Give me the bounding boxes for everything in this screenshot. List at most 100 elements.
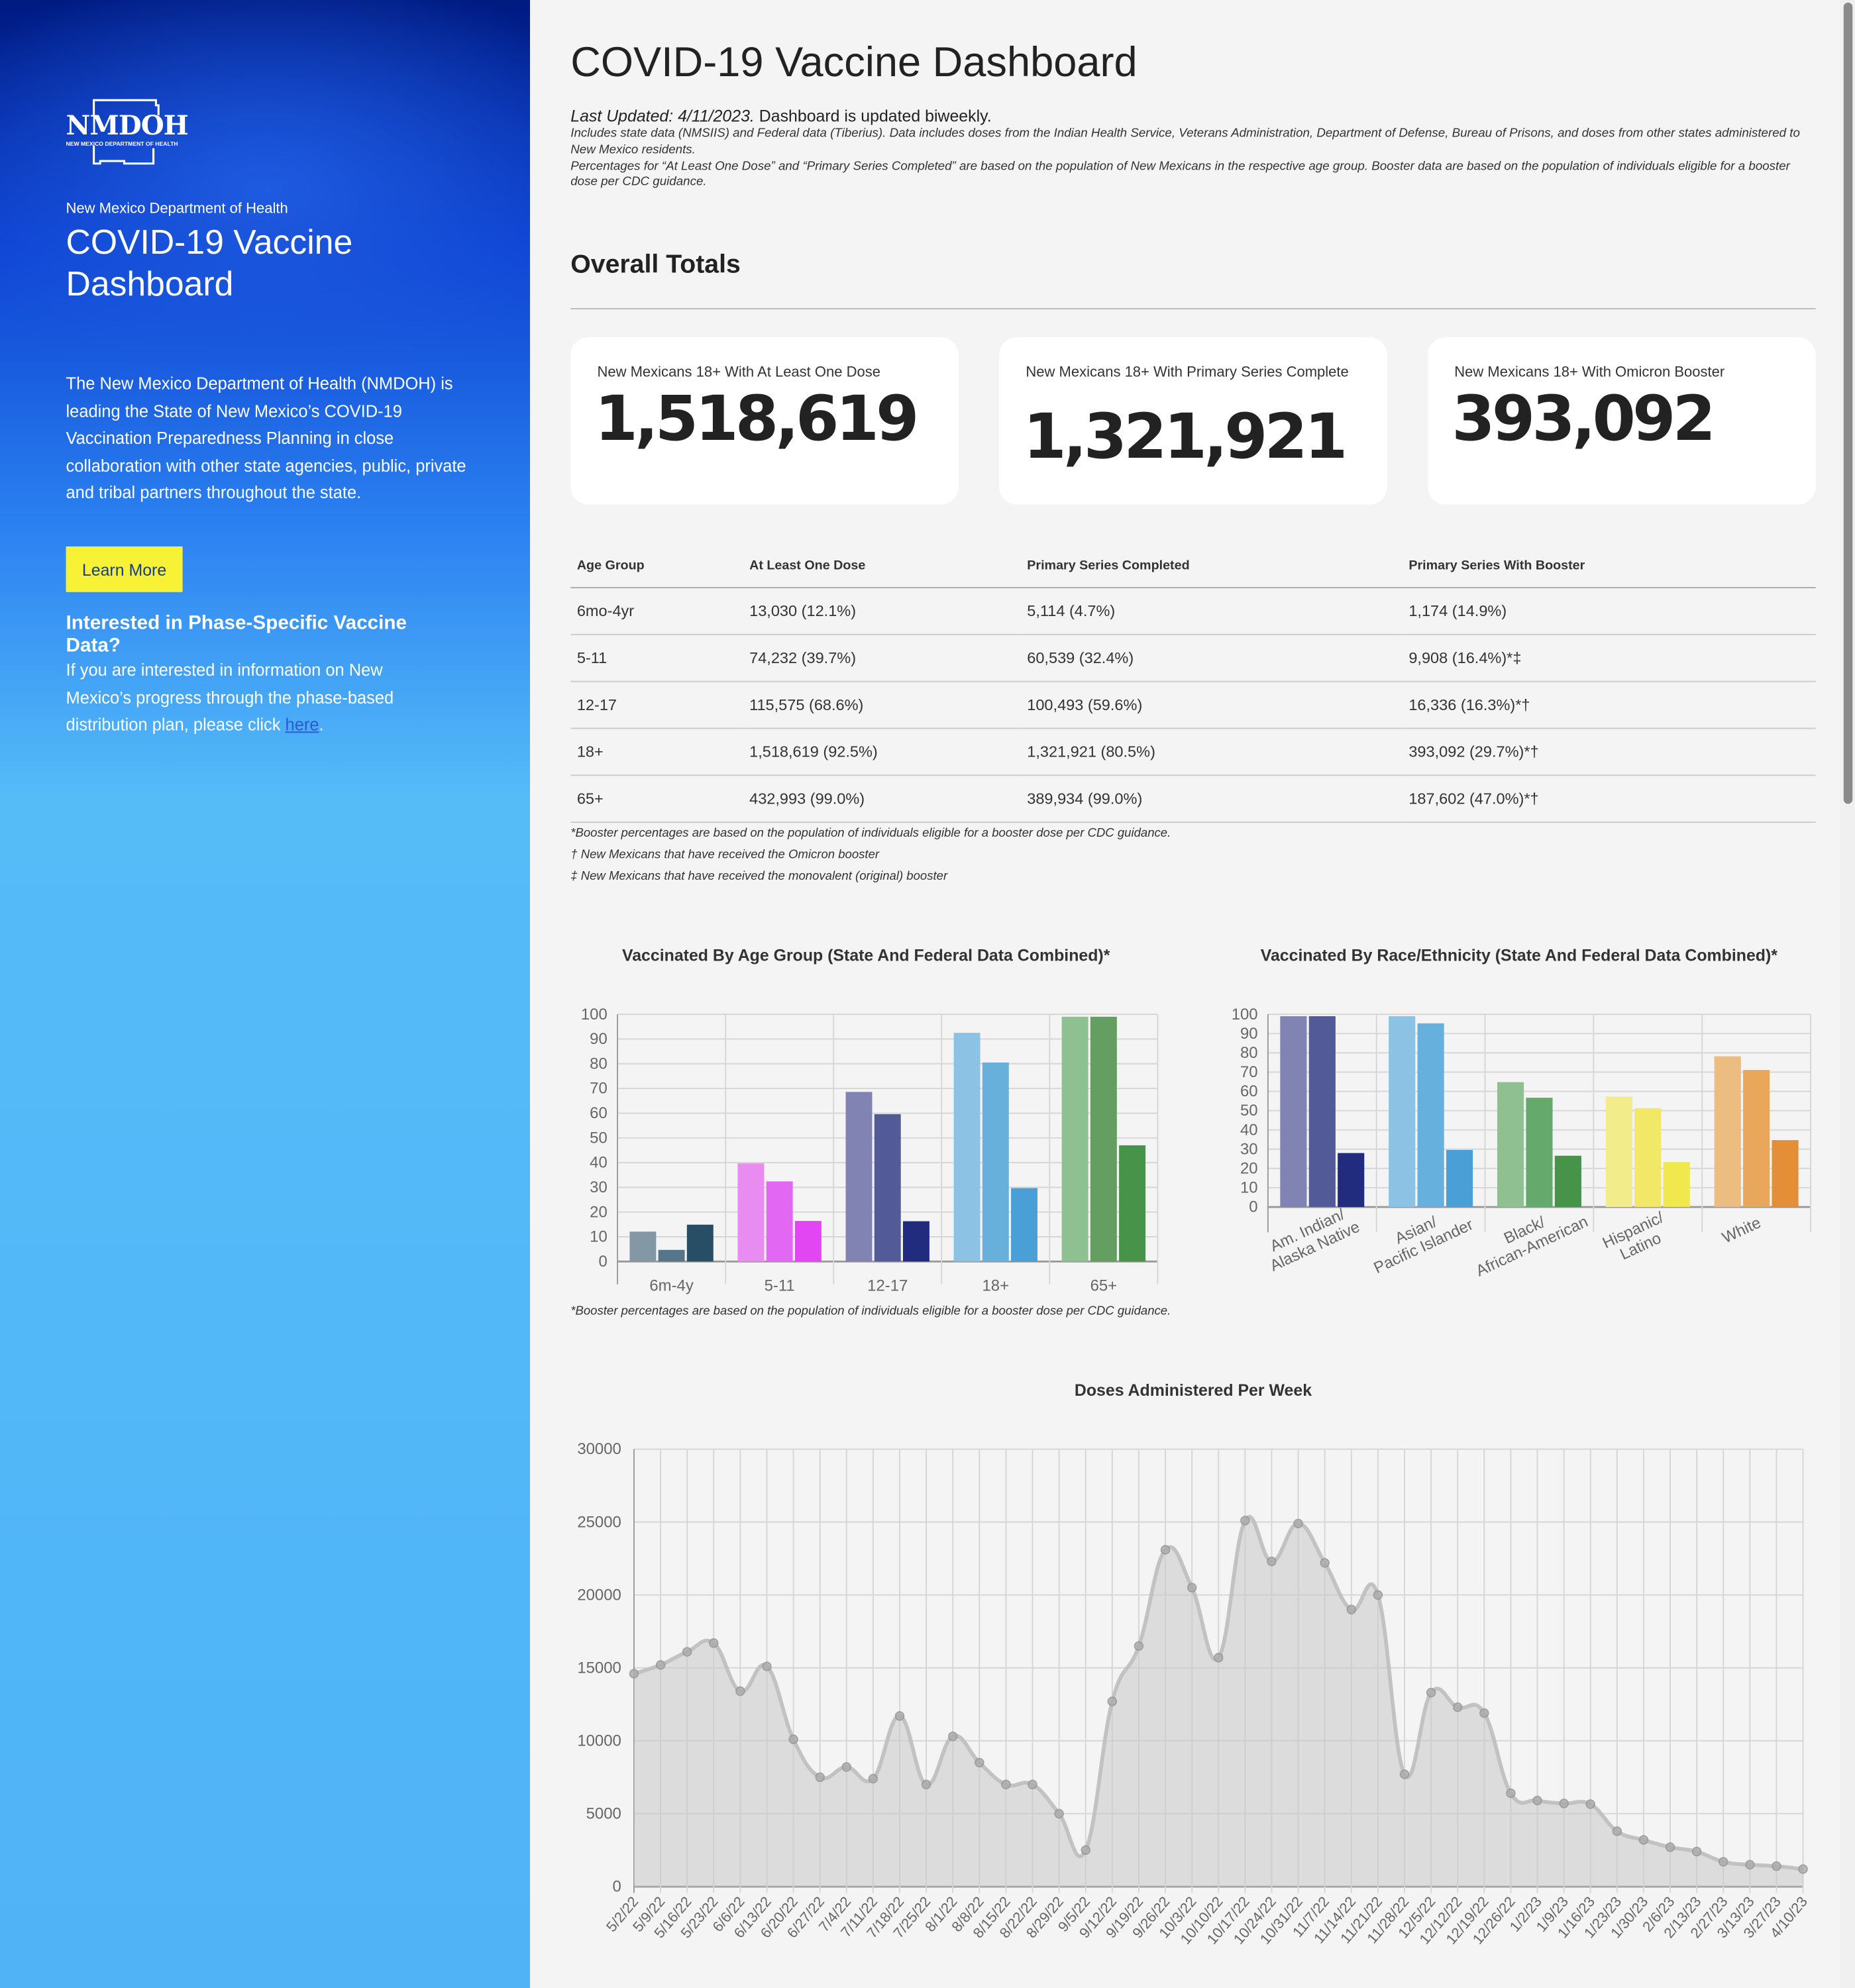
- y-tick-label: 20: [1240, 1160, 1258, 1178]
- sidebar: NMDOH NEW MEXICO DEPARTMENT OF HEALTH Ne…: [0, 0, 531, 1988]
- y-tick-label: 40: [1240, 1121, 1258, 1139]
- table-cell: 115,575 (68.6%): [743, 681, 1021, 729]
- sidebar-title: COVID-19 Vaccine Dashboard: [66, 223, 353, 303]
- data-point: [1399, 1769, 1410, 1779]
- bar-primary-series-with-booster: [1663, 1162, 1690, 1208]
- bar-primary-series-completed: [1526, 1098, 1553, 1208]
- phase-heading: Interested in Phase-Specific Vaccine Dat…: [66, 612, 407, 657]
- new-mexico-outline-icon: [93, 99, 160, 165]
- age-group-bar-chart: 0 10 20 30 40 50 60 70 80 90 100 6m-4y 5-11 12-17 18+ 6…: [581, 1006, 1159, 1294]
- bar-primary-series-completed: [982, 1062, 1009, 1262]
- table-cell: 5,114 (4.7%): [1020, 588, 1403, 635]
- age-group-table: Age Group At Least One Dose Primary Seri…: [570, 545, 1816, 823]
- data-point: [921, 1779, 931, 1790]
- scrollbar-thumb[interactable]: [1843, 2, 1853, 804]
- data-point: [1612, 1826, 1622, 1836]
- table-cell: 393,092 (29.7%)*†: [1402, 728, 1816, 776]
- y-tick-label: 15000: [577, 1659, 621, 1677]
- y-tick-label: 30: [590, 1178, 608, 1196]
- table-cell: 432,993 (99.0%): [743, 775, 1021, 823]
- data-point: [1213, 1653, 1224, 1663]
- bar-primary-series-with-booster: [1119, 1145, 1146, 1262]
- bar-primary-series-completed: [1090, 1016, 1117, 1262]
- x-tick-label-group: White: [1719, 1214, 1764, 1247]
- y-tick-label: 60: [590, 1104, 608, 1122]
- data-point: [1691, 1846, 1702, 1857]
- learn-more-button[interactable]: Learn More: [66, 546, 183, 592]
- nmdoh-logo[interactable]: NMDOH NEW MEXICO DEPARTMENT OF HEALTH: [66, 99, 189, 167]
- card-label: New Mexicans 18+ With At Least One Dose: [597, 365, 881, 381]
- table-row: 12-17 115,575 (68.6%) 100,493 (59.6%) 16,33…: [570, 681, 1816, 729]
- data-note-percentages: Percentages for “At Least One Dose” and …: [570, 159, 1790, 189]
- logo-text: NMDOH: [66, 109, 189, 141]
- bar-primary-series-completed: [766, 1181, 793, 1262]
- table-cell: 1,321,921 (80.5%): [1020, 728, 1403, 776]
- chart-footnote: *Booster percentages are based on the po…: [570, 1304, 1171, 1319]
- bar-primary-series-completed: [1743, 1070, 1770, 1208]
- table-cell: 1,518,619 (92.5%): [743, 728, 1021, 776]
- phase-text-body: If you are interested in information on …: [66, 660, 394, 735]
- y-tick-label: 50: [590, 1129, 608, 1147]
- bar-at-least-one-dose: [629, 1231, 657, 1262]
- y-tick-label: 100: [1232, 1006, 1258, 1023]
- col-header: Primary Series Completed: [1020, 545, 1403, 589]
- data-point: [1160, 1545, 1171, 1555]
- table-cell: 389,934 (99.0%): [1020, 775, 1403, 823]
- data-point: [1532, 1795, 1542, 1806]
- data-point: [1373, 1590, 1383, 1600]
- data-point: [1452, 1702, 1463, 1712]
- y-tick-label: 25000: [577, 1513, 621, 1531]
- y-tick-label: 0: [1249, 1198, 1257, 1216]
- data-point: [815, 1772, 825, 1783]
- table-cell: 13,030 (12.1%): [743, 588, 1021, 635]
- data-point: [1028, 1779, 1037, 1790]
- x-tick-label: 5-11: [765, 1277, 795, 1294]
- table-row: 65+ 432,993 (99.0%) 389,934 (99.0%) 187,602…: [570, 775, 1816, 823]
- data-point: [1081, 1845, 1091, 1856]
- data-point: [1718, 1857, 1728, 1867]
- doses-per-week-area-chart: 0500010000150002000025000300005/2/225/9/…: [577, 1440, 1811, 1947]
- data-point: [1798, 1864, 1808, 1874]
- footnote-monovalent: ‡ New Mexicans that have received the mo…: [570, 869, 948, 884]
- x-tick-label-group: Hispanic/Latino: [1600, 1208, 1667, 1263]
- data-point: [1240, 1516, 1250, 1526]
- y-tick-label: 50: [1240, 1102, 1258, 1120]
- bar-primary-series-with-booster: [902, 1221, 929, 1262]
- data-point: [1559, 1799, 1569, 1808]
- data-point: [1479, 1708, 1489, 1718]
- table-cell: 65+: [570, 775, 743, 823]
- data-point: [1107, 1697, 1118, 1706]
- bar-primary-series-with-booster: [1772, 1140, 1799, 1208]
- x-tick-label: 18+: [982, 1277, 1010, 1294]
- y-tick-label: 90: [590, 1030, 608, 1048]
- scrollbar[interactable]: [1840, 0, 1855, 1988]
- total-card-one-dose: New Mexicans 18+ With At Least One Dose …: [570, 337, 959, 505]
- footnote-booster: *Booster percentages are based on the po…: [570, 826, 1171, 841]
- table-cell: 74,232 (39.7%): [743, 634, 1021, 682]
- y-tick-label: 10: [590, 1228, 608, 1246]
- x-tick-label: White: [1719, 1214, 1764, 1247]
- card-label: New Mexicans 18+ With Primary Series Com…: [1026, 365, 1349, 381]
- table-row: 18+ 1,518,619 (92.5%) 1,321,921 (80.5%) 393…: [570, 728, 1816, 776]
- bar-primary-series-completed: [1417, 1023, 1444, 1208]
- overall-totals-heading: Overall Totals: [570, 250, 741, 280]
- table-header-row: Age Group At Least One Dose Primary Seri…: [570, 545, 1816, 589]
- data-point: [1638, 1835, 1649, 1845]
- card-value: 1,518,619: [594, 382, 920, 456]
- bar-primary-series-completed: [658, 1249, 685, 1262]
- bar-at-least-one-dose: [1389, 1016, 1416, 1208]
- data-point: [1320, 1557, 1330, 1568]
- table-cell: 5-11: [570, 634, 743, 682]
- table-cell: 100,493 (59.6%): [1020, 681, 1403, 729]
- bar-at-least-one-dose: [1497, 1082, 1524, 1208]
- data-point: [762, 1661, 772, 1671]
- data-point: [655, 1660, 666, 1670]
- bar-at-least-one-dose: [1605, 1096, 1632, 1208]
- data-point: [629, 1669, 639, 1679]
- data-point: [1585, 1799, 1595, 1809]
- footnote-omicron: † New Mexicans that have received the Om…: [570, 848, 880, 863]
- phase-data-link[interactable]: here: [285, 715, 319, 735]
- race-chart-title: Vaccinated By Race/Ethnicity (State And …: [1260, 945, 1777, 965]
